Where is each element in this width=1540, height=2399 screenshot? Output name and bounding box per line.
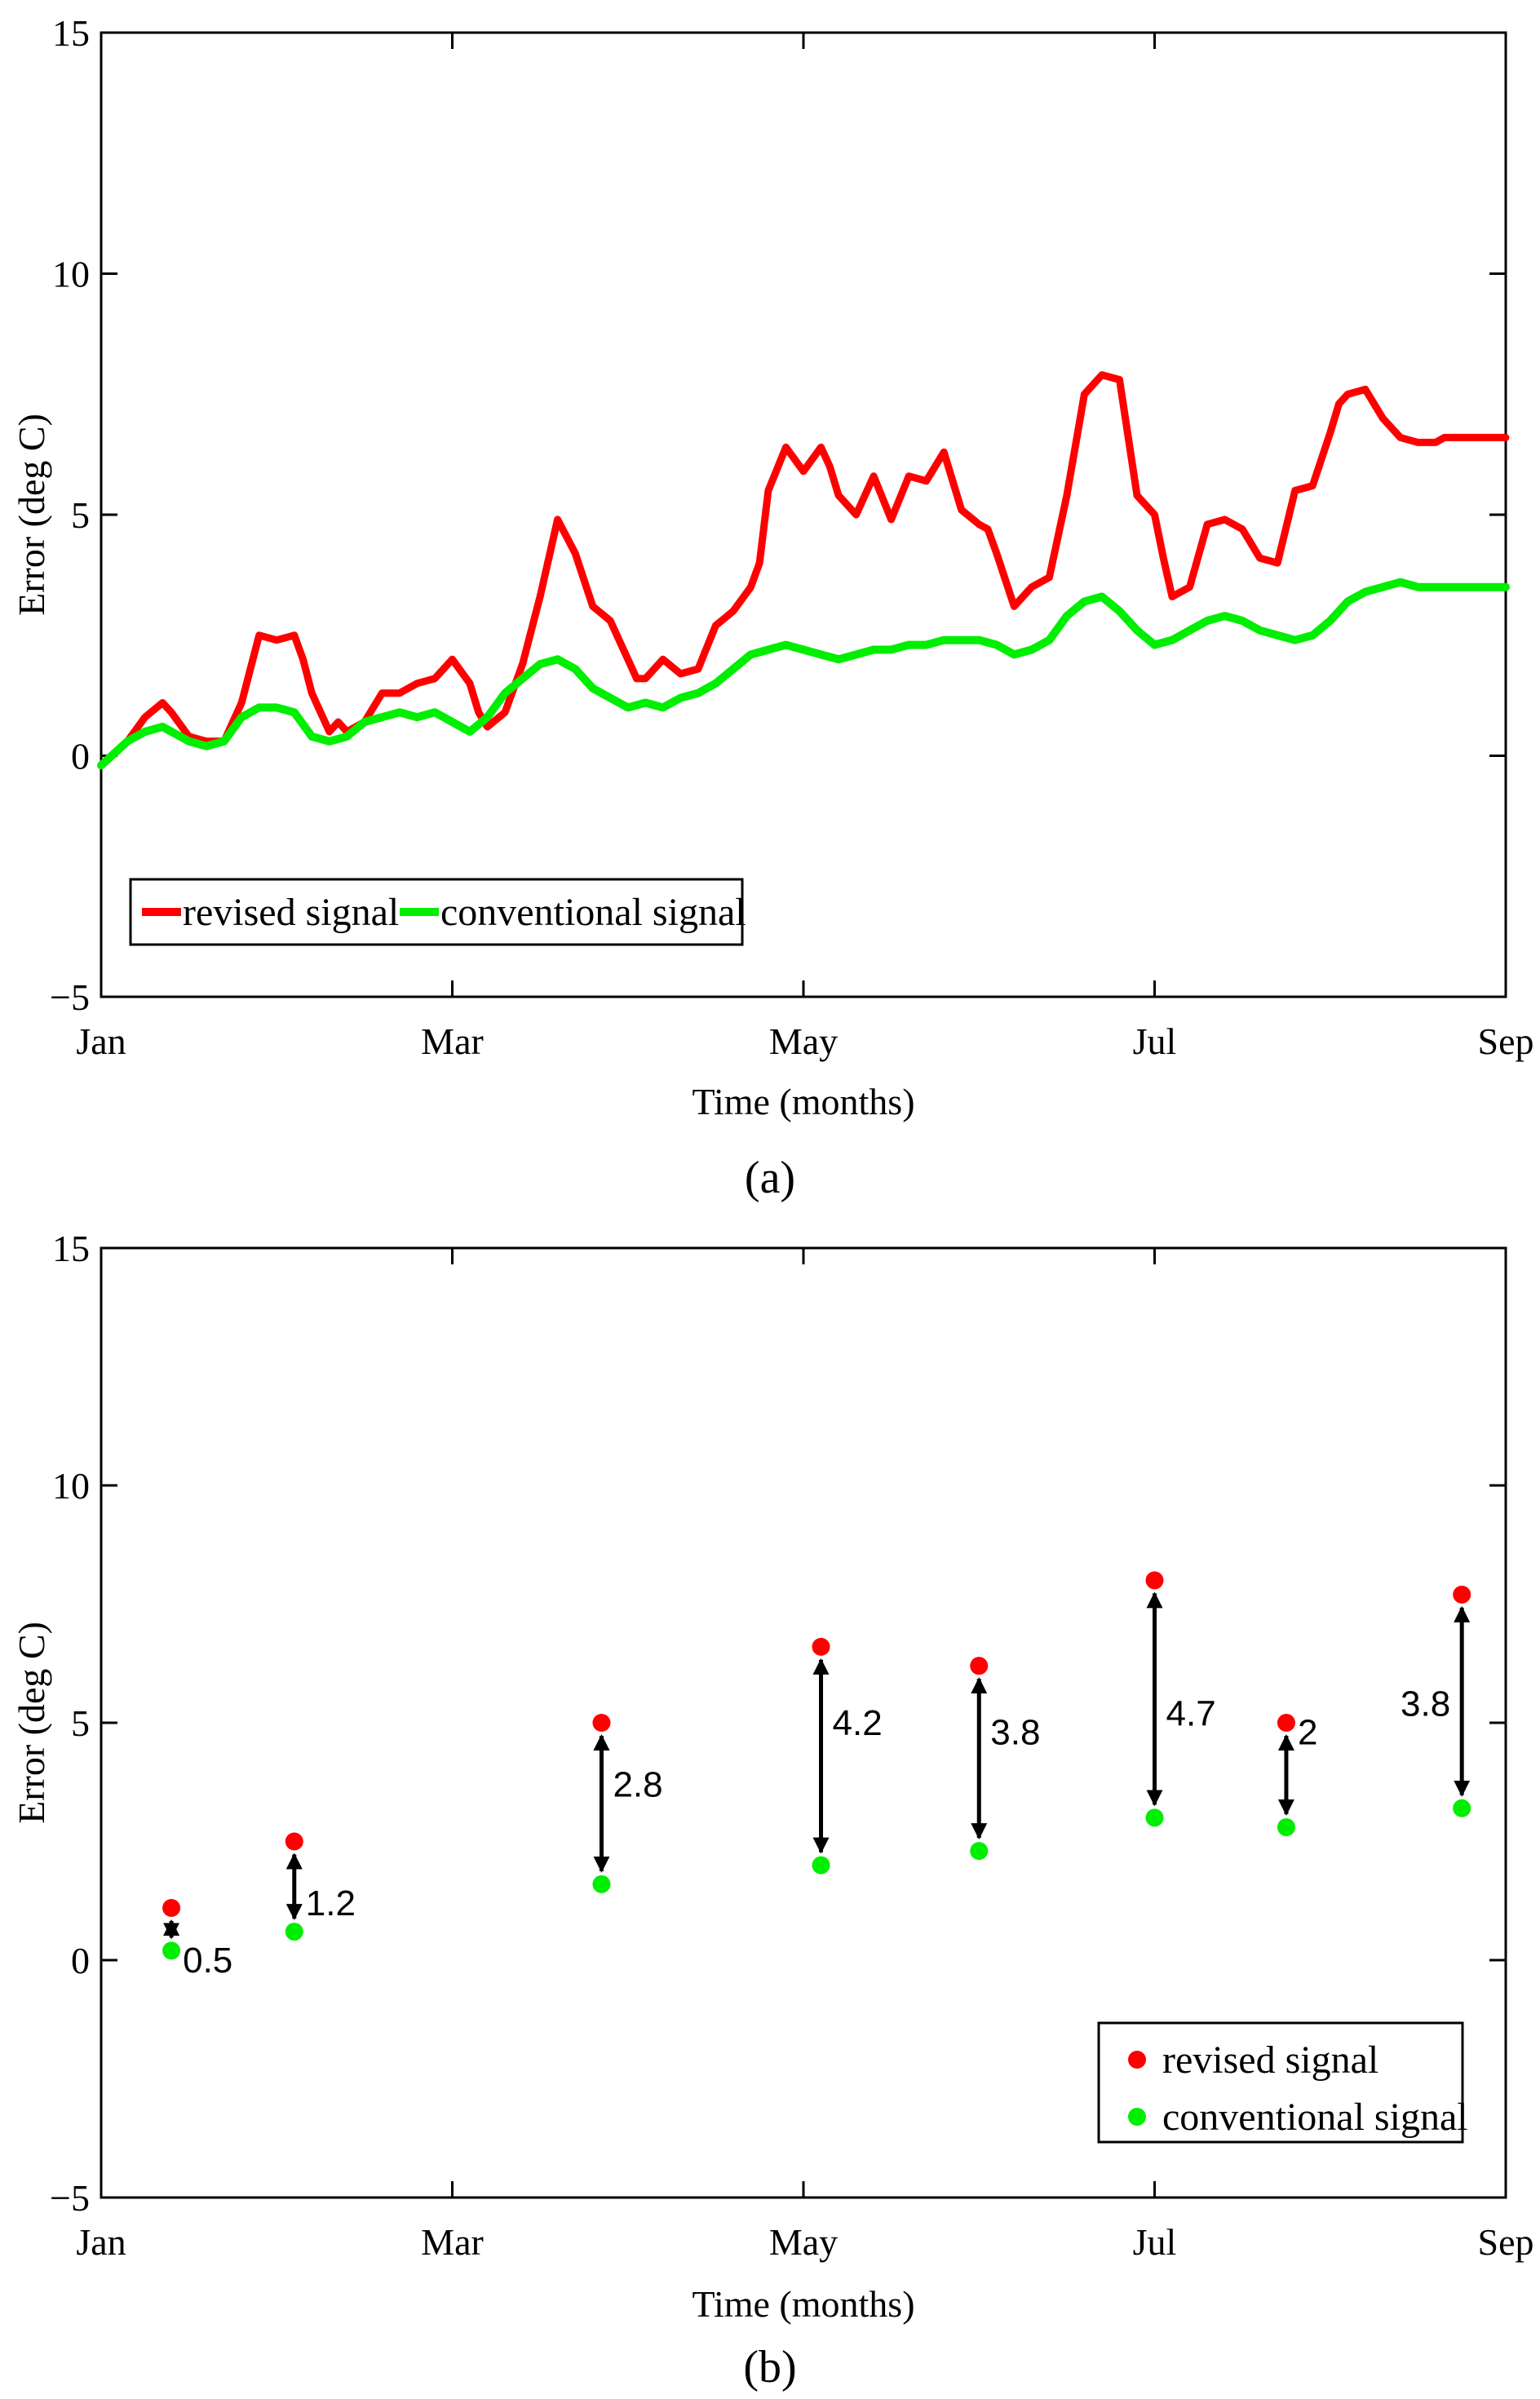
point-revised [592,1714,611,1732]
point-revised [1277,1714,1295,1732]
difference-label: 4.2 [833,1703,883,1743]
caption-a-letter: a [760,1153,781,1203]
series-group [97,371,1510,770]
y-tick-label: −5 [50,2177,90,2219]
caption-a: (a) [745,1153,795,1203]
legend: revised signal conventional signal [1097,2021,1468,2144]
series-line-conventional [97,578,1510,770]
x-tick-label: Mar [421,1020,484,1062]
legend-label-conventional: conventional signal [1162,2096,1468,2139]
x-axis-label: Time (months) [692,1081,914,1122]
legend-swatch-conventional [1128,2108,1146,2126]
legend-label-revised: revised signal [183,891,399,934]
x-axis-label: Time (months) [692,2283,914,2325]
y-axis-label: Error (deg C) [11,414,52,616]
difference-arrows: 0.5 1.2 2.8 4.2 3.8 4.7 2 3.8 [163,1591,1471,1981]
difference-label: 2 [1298,1713,1317,1753]
x-tick-label: Jul [1133,2221,1177,2263]
caption-b: (b) [743,2342,796,2392]
difference-label: 1.2 [306,1883,356,1923]
series-group [162,1571,1471,1960]
y-tick-label: 5 [71,494,90,536]
y-tick-label: 15 [52,12,90,54]
x-tick-label: May [769,2221,838,2263]
x-tick-label: Sep [1478,1020,1534,1062]
x-tick-label: Jan [76,2221,126,2263]
x-tick-label: Mar [421,2221,484,2263]
x-tick-label: Sep [1478,2221,1534,2263]
axes-frame: −5 0 5 10 15 Jan Mar May Jul Sep Time (months) Erro… [11,1228,1534,2325]
y-tick-label: 10 [52,1465,90,1507]
series-line-revised [97,371,1510,769]
x-tick-label: Jul [1133,1020,1177,1062]
y-tick-label: 0 [71,736,90,777]
point-revised [162,1898,181,1917]
point-conventional [1145,1808,1164,1827]
plot-area [100,31,1507,998]
point-conventional [1453,1799,1471,1817]
y-tick-label: 15 [52,1228,90,1269]
legend-label-revised: revised signal [1162,2038,1378,2082]
legend-swatch-revised [1128,2051,1146,2069]
difference-label: 3.8 [1401,1684,1450,1724]
difference-label: 4.7 [1166,1693,1216,1733]
point-conventional [285,1923,303,1941]
legend: revised signal conventional signal [129,878,746,946]
point-conventional [1277,1818,1295,1837]
axes-frame: −5 0 5 10 15 Jan Mar May Jul Sep Time (months) Erro… [11,12,1534,1122]
difference-label: 0.5 [183,1941,232,1981]
point-conventional [812,1856,830,1874]
point-revised [285,1832,303,1851]
point-revised [1453,1585,1471,1604]
caption-b-letter: b [759,2342,781,2392]
y-tick-label: 10 [52,254,90,295]
y-tick-label: 5 [71,1702,90,1744]
point-conventional [162,1941,181,1960]
chart-panel-b: −5 0 5 10 15 Jan Mar May Jul Sep Time (months) Erro… [11,1228,1534,2392]
difference-label: 3.8 [990,1713,1040,1753]
x-tick-label: May [769,1020,838,1062]
chart-panel-a: −5 0 5 10 15 Jan Mar May Jul Sep Time (months) Erro… [11,12,1534,1203]
point-revised [812,1637,830,1656]
point-conventional [970,1842,989,1861]
point-revised [1145,1571,1164,1590]
legend-box [1097,2021,1464,2144]
y-tick-label: 0 [71,1940,90,1981]
difference-label: 2.8 [613,1765,662,1805]
y-axis-label: Error (deg C) [11,1622,52,1824]
x-tick-label: Jan [76,1020,126,1062]
legend-label-conventional: conventional signal [440,891,746,934]
point-revised [970,1657,989,1675]
point-conventional [592,1874,611,1893]
y-tick-label: −5 [50,976,90,1018]
